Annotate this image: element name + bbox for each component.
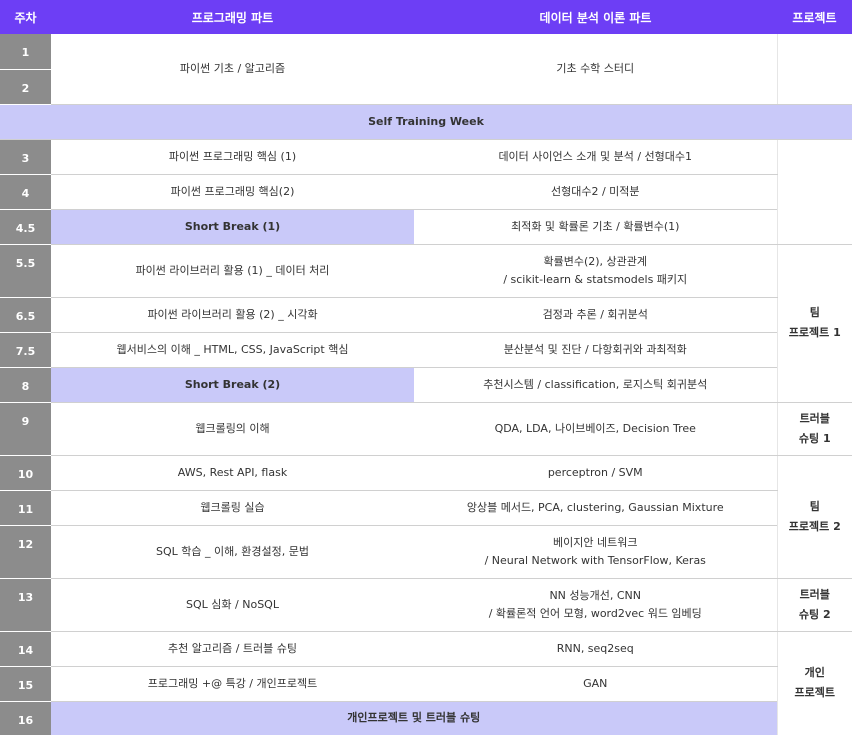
theory-cell: 최적화 및 확률론 기초 / 확률변수(1) <box>414 209 777 245</box>
week-cell: 4 <box>0 174 51 210</box>
table-row: 6.5 파이썬 라이브러리 활용 (2) _ 시각화 검정과 추론 / 회귀분석 <box>0 297 852 333</box>
programming-cell: 파이썬 기초 / 알고리즘 <box>51 34 414 105</box>
table-row: 4 파이썬 프로그래밍 핵심(2) 선형대수2 / 미적분 <box>0 174 852 210</box>
programming-cell: 파이썬 라이브러리 활용 (2) _ 시각화 <box>51 297 414 333</box>
table-row: 15 프로그래밍 +@ 특강 / 개인프로젝트 GAN <box>0 666 852 702</box>
theory-cell: QDA, LDA, 나이브베이즈, Decision Tree <box>414 402 777 456</box>
project-label: 트러블 <box>799 587 830 601</box>
theory-cell: 베이지안 네트워크 / Neural Network with TensorFl… <box>414 525 777 579</box>
table-row: 3 파이썬 프로그래밍 핵심 (1) 데이터 사이언스 소개 및 분석 / 선형… <box>0 139 852 245</box>
week-cell: 4.5 <box>0 209 51 245</box>
project-label: 트러블 <box>799 411 830 425</box>
table-row: 13 SQL 심화 / NoSQL NN 성능개선, CNN / 확률론적 언어… <box>0 578 852 632</box>
programming-cell: AWS, Rest API, flask <box>51 455 414 491</box>
project-label: 프로젝트 2 <box>788 519 841 533</box>
table-row: 8 Short Break (2) 추천시스템 / classification… <box>0 367 852 403</box>
project-label: 프로젝트 <box>794 686 835 700</box>
theory-cell: 확률변수(2), 상관관계 / scikit-learn & statsmode… <box>414 244 777 298</box>
theory-cell: 선형대수2 / 미적분 <box>414 174 777 210</box>
theory-cell: 추천시스템 / classification, 로지스틱 회귀분석 <box>414 367 777 403</box>
project-label: 팀 <box>809 499 820 513</box>
theory-cell: RNN, seq2seq <box>414 631 777 667</box>
header-programming: 프로그래밍 파트 <box>51 0 414 34</box>
project-personal: 개인 프로젝트 <box>776 631 852 735</box>
programming-cell: 추천 알고리즘 / 트러블 슈팅 <box>51 631 414 667</box>
project-team-1: 팀 프로젝트 1 <box>776 244 852 403</box>
project-cell-empty <box>776 139 852 245</box>
programming-cell: 웹크롤링의 이해 <box>51 402 414 456</box>
theory-line: / Neural Network with TensorFlow, Keras <box>484 553 706 567</box>
project-label: 슈팅 1 <box>798 431 831 445</box>
week-cell: 1 <box>0 34 51 70</box>
week-cell: 9 <box>0 402 51 456</box>
header-row: 주차 프로그래밍 파트 데이터 분석 이론 파트 프로젝트 <box>0 0 852 34</box>
week-cell: 8 <box>0 367 51 403</box>
theory-line: NN 성능개선, CNN <box>549 588 642 602</box>
theory-cell: GAN <box>414 666 777 702</box>
table-row: 16 개인프로젝트 및 트러블 슈팅 <box>0 701 852 735</box>
week-cell: 13 <box>0 578 51 632</box>
week-cell: 7.5 <box>0 332 51 368</box>
short-break-cell: Short Break (1) <box>51 209 414 245</box>
theory-line: 확률변수(2), 상관관계 <box>543 254 648 268</box>
theory-line: / 확률론적 언어 모형, word2vec 워드 임베딩 <box>488 606 702 620</box>
table-row: 12 SQL 학습 _ 이해, 환경설정, 문법 베이지안 네트워크 / Neu… <box>0 525 852 579</box>
header-project: 프로젝트 <box>777 0 852 34</box>
programming-cell: 프로그래밍 +@ 특강 / 개인프로젝트 <box>51 666 414 702</box>
programming-cell: 웹크롤링 실습 <box>51 490 414 526</box>
project-team-2: 팀 프로젝트 2 <box>776 455 852 579</box>
week-cell: 2 <box>0 69 51 105</box>
week-cell: 3 <box>0 139 51 175</box>
theory-line: / scikit-learn & statsmodels 패키지 <box>503 272 688 286</box>
project-label: 팀 <box>809 306 820 319</box>
table-row: 7.5 웹서비스의 이해 _ HTML, CSS, JavaScript 핵심 … <box>0 332 852 368</box>
programming-cell: 파이썬 프로그래밍 핵심 (1) <box>51 139 414 175</box>
table-row: 10 AWS, Rest API, flask perceptron / SVM… <box>0 455 852 579</box>
week-cell: 5.5 <box>0 244 51 298</box>
self-training-week-label: Self Training Week <box>0 104 852 140</box>
table-row: 5.5 파이썬 라이브러리 활용 (1) _ 데이터 처리 확률변수(2), 상… <box>0 244 852 403</box>
table-row: 11 웹크롤링 실습 앙상블 메서드, PCA, clustering, Gau… <box>0 490 852 526</box>
programming-cell: 파이썬 라이브러리 활용 (1) _ 데이터 처리 <box>51 244 414 298</box>
table-row: 1 파이썬 기초 / 알고리즘 기초 수학 스터디 <box>0 34 852 105</box>
theory-cell: 데이터 사이언스 소개 및 분석 / 선형대수1 <box>414 139 777 175</box>
project-label: 프로젝트 1 <box>788 326 841 339</box>
project-cell-empty <box>776 34 852 105</box>
table-row: 9 웹크롤링의 이해 QDA, LDA, 나이브베이즈, Decision Tr… <box>0 402 852 456</box>
theory-cell: NN 성능개선, CNN / 확률론적 언어 모형, word2vec 워드 임… <box>414 578 777 632</box>
table-row: 14 추천 알고리즘 / 트러블 슈팅 RNN, seq2seq 개인 프로젝트 <box>0 631 852 735</box>
theory-line: 베이지안 네트워크 <box>553 535 638 549</box>
week-cell: 16 <box>0 701 51 735</box>
theory-cell: perceptron / SVM <box>414 455 777 491</box>
theory-cell: 분산분석 및 진단 / 다항회귀와 과최적화 <box>414 332 777 368</box>
self-training-row: Self Training Week <box>0 104 852 140</box>
short-break-cell: Short Break (2) <box>51 367 414 403</box>
project-label: 개인 <box>804 666 825 680</box>
header-week: 주차 <box>0 0 51 34</box>
programming-cell: SQL 심화 / NoSQL <box>51 578 414 632</box>
theory-cell: 기초 수학 스터디 <box>414 34 777 105</box>
programming-cell: SQL 학습 _ 이해, 환경설정, 문법 <box>51 525 414 579</box>
week-cell: 6.5 <box>0 297 51 333</box>
week-cell: 14 <box>0 631 51 667</box>
project-troubleshooting-2: 트러블 슈팅 2 <box>776 578 852 632</box>
programming-cell: 웹서비스의 이해 _ HTML, CSS, JavaScript 핵심 <box>51 332 414 368</box>
personal-project-cell: 개인프로젝트 및 트러블 슈팅 <box>51 701 777 735</box>
theory-cell: 앙상블 메서드, PCA, clustering, Gaussian Mixtu… <box>414 490 777 526</box>
table-row: 4.5 Short Break (1) 최적화 및 확률론 기초 / 확률변수(… <box>0 209 852 245</box>
header-theory: 데이터 분석 이론 파트 <box>414 0 777 34</box>
week-cell: 12 <box>0 525 51 579</box>
week-cell: 15 <box>0 666 51 702</box>
table-row: 2 <box>0 69 852 105</box>
project-troubleshooting-1: 트러블 슈팅 1 <box>776 402 852 456</box>
week-cell: 10 <box>0 455 51 491</box>
project-label: 슈팅 2 <box>798 607 831 621</box>
week-cell: 11 <box>0 490 51 526</box>
theory-cell: 검정과 추론 / 회귀분석 <box>414 297 777 333</box>
programming-cell: 파이썬 프로그래밍 핵심(2) <box>51 174 414 210</box>
